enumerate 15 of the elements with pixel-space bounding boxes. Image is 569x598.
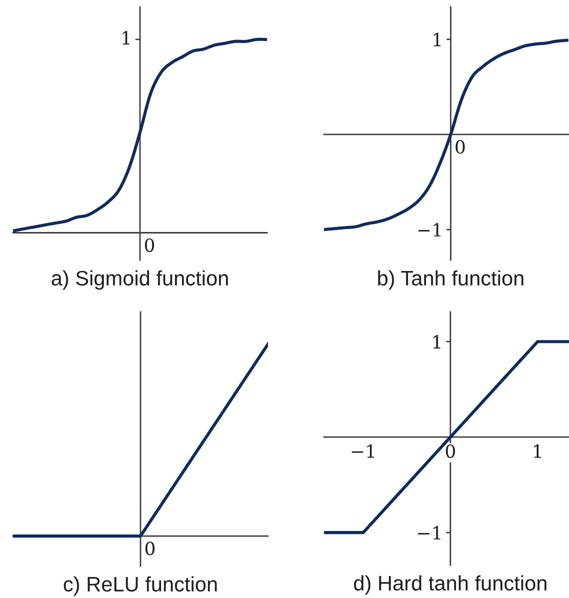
text: b) Tanh function [378, 270, 524, 290]
text: 0 [145, 542, 155, 556]
y-tick-label: −1 [418, 526, 440, 540]
y-tick-label: 1 [434, 335, 440, 348]
y-tick-label: 1 [434, 32, 440, 46]
text: a) Sigmoid function [52, 270, 228, 290]
annotation: 0 [456, 140, 465, 154]
x-tick-label: −1 [352, 444, 374, 458]
y-tick-label: −1 [418, 223, 440, 236]
annotation: 1 [122, 31, 130, 44]
x-tick-label: 0 [446, 444, 455, 458]
text: d) Hard tanh function [354, 575, 546, 595]
x-tick-label: 1 [534, 444, 541, 458]
text: 0 [144, 238, 154, 252]
text: c) ReLU function [64, 576, 217, 596]
